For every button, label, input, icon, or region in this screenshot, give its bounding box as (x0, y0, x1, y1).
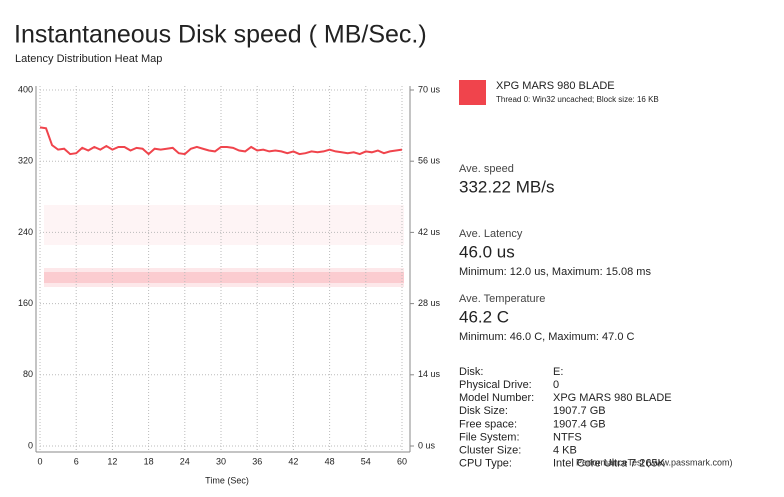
watermark: PerformanceTest (www.passmark.com) (576, 457, 733, 467)
info-label: CPU Type: (459, 458, 512, 470)
y-tick-label: 320 (18, 156, 33, 166)
stat-value: 46.0 us (459, 242, 515, 261)
stat-detail: Minimum: 12.0 us, Maximum: 15.08 ms (459, 266, 651, 278)
legend-note: Thread 0: Win32 uncached; Block size: 16… (496, 95, 659, 104)
info-value: E: (553, 366, 563, 378)
info-value: 1907.4 GB (553, 418, 606, 430)
y2-tick-label: 56 us (418, 156, 441, 166)
y2-tick-label: 14 us (418, 369, 441, 379)
y2-tick-label: 42 us (418, 227, 441, 237)
legend-label: XPG MARS 980 BLADE (496, 80, 615, 92)
info-value: XPG MARS 980 BLADE (553, 392, 672, 404)
info-label: Free space: (459, 418, 517, 430)
stat-value: 46.2 C (459, 307, 509, 326)
x-tick-label: 6 (74, 456, 79, 466)
info-value: 1907.7 GB (553, 405, 606, 417)
legend-swatch (459, 80, 486, 105)
x-tick-label: 60 (397, 456, 407, 466)
stat-label: Ave. Temperature (459, 293, 545, 305)
chart-title: Instantaneous Disk speed ( MB/Sec.) (14, 21, 427, 49)
x-tick-label: 0 (37, 456, 42, 466)
info-value: Intel Core Ultra 7 265K (553, 458, 666, 470)
y2-tick-label: 70 us (418, 84, 441, 94)
x-tick-label: 36 (252, 456, 262, 466)
heatmap-halo (44, 268, 404, 287)
x-tick-label: 48 (325, 456, 335, 466)
info-label: Cluster Size: (459, 445, 521, 457)
stat-value: 332.22 MB/s (459, 177, 554, 196)
info-label: File System: (459, 431, 520, 443)
x-tick-label: 30 (216, 456, 226, 466)
y2-tick-label: 0 us (418, 440, 436, 450)
y-tick-label: 400 (18, 84, 33, 94)
y2-tick-label: 28 us (418, 298, 441, 308)
info-value: NTFS (553, 431, 582, 443)
chart-subtitle: Latency Distribution Heat Map (15, 53, 162, 65)
info-value: 0 (553, 379, 559, 391)
info-label: Model Number: (459, 392, 534, 404)
info-label: Disk: (459, 366, 483, 378)
x-tick-label: 18 (144, 456, 154, 466)
info-label: Disk Size: (459, 405, 508, 417)
stat-label: Ave. speed (459, 163, 514, 175)
stat-detail: Minimum: 46.0 C, Maximum: 47.0 C (459, 331, 634, 343)
y-tick-label: 80 (23, 369, 33, 379)
heatmap-faint (44, 205, 404, 245)
info-label: Physical Drive: (459, 379, 532, 391)
info-value: 4 KB (553, 445, 577, 457)
y-tick-label: 160 (18, 298, 33, 308)
x-tick-label: 12 (107, 456, 117, 466)
y-tick-label: 240 (18, 227, 33, 237)
x-tick-label: 42 (288, 456, 298, 466)
y-tick-label: 0 (28, 440, 33, 450)
x-axis-title: Time (Sec) (205, 475, 249, 485)
stat-label: Ave. Latency (459, 228, 523, 240)
x-tick-label: 54 (361, 456, 371, 466)
data-line (39, 126, 403, 156)
x-tick-label: 24 (180, 456, 190, 466)
